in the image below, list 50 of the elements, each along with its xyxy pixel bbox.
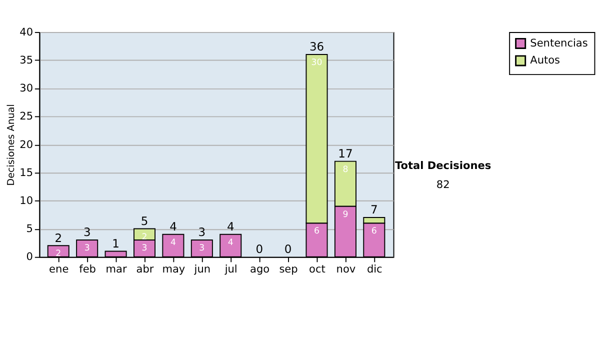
y-tick-label: 10 — [20, 195, 34, 208]
total-label: 1 — [112, 236, 120, 250]
y-tick-label: 20 — [20, 138, 34, 151]
y-tick-label: 40 — [20, 26, 34, 38]
x-tick-label: ago — [250, 264, 270, 276]
data-label: 30 — [311, 58, 322, 68]
data-label: 9 — [342, 210, 348, 220]
text: Total Decisiones — [395, 160, 492, 172]
data-label: 6 — [371, 226, 377, 237]
data-label: 4 — [170, 238, 176, 248]
x-tick-label: ene — [49, 264, 69, 276]
total-label: 2 — [54, 230, 62, 245]
y-tick-label: 15 — [20, 166, 34, 179]
total-label: 3 — [83, 225, 91, 240]
total-label: 17 — [338, 146, 353, 160]
x-tick-label: feb — [79, 264, 96, 276]
data-label: 4 — [228, 238, 234, 248]
total-label: 4 — [170, 220, 177, 234]
data-label: 3 — [142, 244, 148, 254]
x-tick-label: abr — [136, 264, 154, 276]
y-tick-label: 5 — [26, 223, 34, 236]
total-label: 3 — [198, 225, 206, 240]
x-tick-label: oct — [309, 264, 326, 276]
text: 82 — [436, 178, 450, 191]
y-tick-label: 30 — [20, 82, 34, 95]
x-tick-label: jun — [193, 264, 211, 276]
data-label: 2 — [142, 232, 148, 242]
data-label: 3 — [84, 244, 90, 254]
x-tick-label: sep — [279, 264, 298, 276]
y-tick-label: 0 — [26, 251, 34, 264]
data-label: 3 — [199, 244, 205, 254]
total-label: 36 — [309, 40, 324, 54]
data-label: 2 — [56, 249, 62, 260]
legend-label: Autos — [530, 54, 560, 67]
x-tick-label: may — [162, 264, 186, 276]
total-label: 5 — [140, 214, 148, 228]
total-label: 0 — [284, 242, 292, 256]
total-label: 7 — [370, 202, 378, 217]
total-label: 4 — [226, 220, 234, 234]
legend-label: Sentencias — [530, 37, 588, 50]
data-label: 8 — [342, 164, 348, 175]
x-tick-label: nov — [336, 264, 356, 276]
x-tick-label: dic — [366, 264, 383, 276]
y-axis-title: Decisiones Anual — [6, 104, 17, 186]
total-label: 0 — [256, 242, 263, 256]
data-label: 6 — [314, 226, 320, 237]
y-tick-label: 35 — [20, 54, 34, 66]
x-tick-label: jul — [224, 264, 238, 276]
y-tick-label: 25 — [20, 110, 34, 123]
x-tick-label: mar — [106, 264, 128, 276]
